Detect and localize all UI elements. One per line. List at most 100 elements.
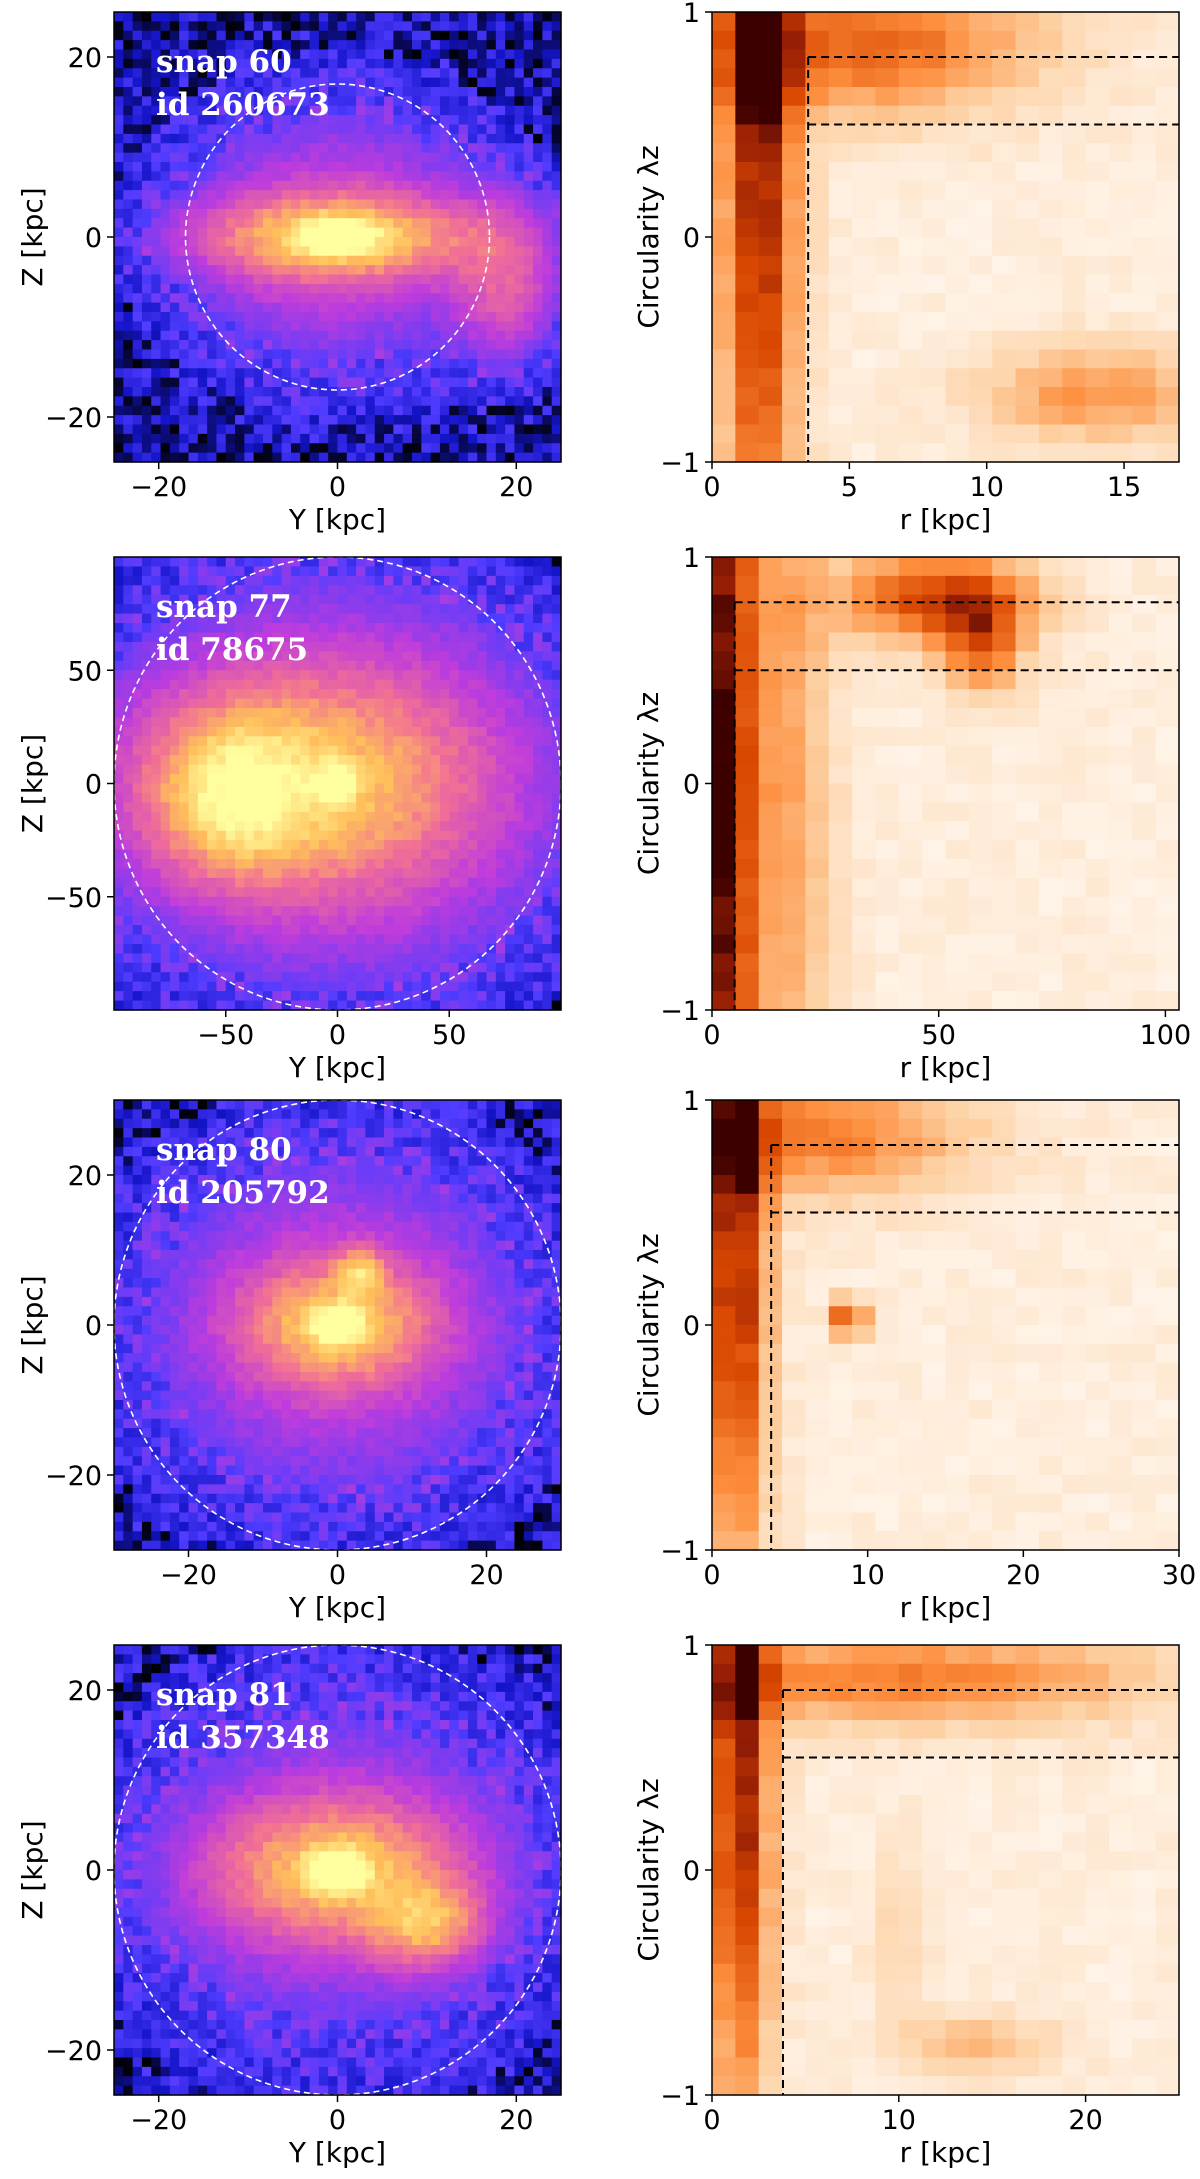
heatmap-cell xyxy=(542,859,553,870)
heatmap-cell xyxy=(374,77,385,88)
heatmap-cell xyxy=(328,387,339,397)
heatmap-cell xyxy=(712,143,736,163)
x-axis-label: r [kpc] xyxy=(900,503,992,536)
heatmap-cell xyxy=(467,40,478,51)
heatmap-cell xyxy=(505,604,516,615)
heatmap-cell xyxy=(486,87,497,97)
heatmap-cell xyxy=(318,915,329,926)
heatmap-cell xyxy=(225,330,236,341)
heatmap-cell xyxy=(114,87,124,97)
heatmap-cell xyxy=(514,87,525,97)
heatmap-cell xyxy=(449,670,460,681)
heatmap-cell xyxy=(197,30,208,41)
heatmap-cell xyxy=(467,312,478,322)
heatmap-cell xyxy=(188,660,199,671)
heatmap-cell xyxy=(782,87,806,107)
heatmap-cell xyxy=(758,312,783,332)
heatmap-cell xyxy=(514,96,525,107)
heatmap-cell xyxy=(272,143,283,154)
heatmap-cell xyxy=(141,792,152,803)
heatmap-cell xyxy=(188,717,199,728)
heatmap-cell xyxy=(412,405,422,416)
heatmap-cell xyxy=(1085,68,1110,88)
heatmap-cell xyxy=(1062,387,1087,407)
heatmap-cell xyxy=(253,717,264,728)
heatmap-cell xyxy=(922,424,947,444)
heatmap-cell xyxy=(374,133,385,144)
heatmap-cell xyxy=(356,830,367,841)
heatmap-cell xyxy=(300,736,311,747)
heatmap-cell xyxy=(244,152,255,163)
heatmap-cell xyxy=(374,190,385,201)
heatmap-cell xyxy=(505,218,516,229)
heatmap-cell xyxy=(114,557,124,568)
heatmap-cell xyxy=(328,726,339,737)
heatmap-cell xyxy=(393,906,404,917)
heatmap-cell xyxy=(346,283,357,294)
heatmap-cell xyxy=(439,679,450,690)
heatmap-cell xyxy=(235,124,245,135)
heatmap-cell xyxy=(328,443,339,454)
heatmap-cell xyxy=(551,915,562,926)
heatmap-cell xyxy=(328,49,339,60)
heatmap-cell xyxy=(551,349,562,360)
heatmap-cell xyxy=(430,868,441,879)
heatmap-cell xyxy=(141,585,152,596)
heatmap-cell xyxy=(523,953,534,964)
heatmap-cell xyxy=(365,12,376,22)
heatmap-cell xyxy=(412,943,422,954)
heatmap-cell xyxy=(477,783,488,794)
heatmap-cell xyxy=(439,358,450,369)
heatmap-cell xyxy=(523,623,534,634)
heatmap-cell xyxy=(281,887,292,898)
heatmap-cell xyxy=(263,557,273,568)
heatmap-cell xyxy=(309,387,320,397)
heatmap-cell xyxy=(318,40,329,51)
heatmap-cell xyxy=(272,293,283,304)
heatmap-cell xyxy=(412,368,422,379)
heatmap-cell xyxy=(235,925,245,936)
heatmap-cell xyxy=(244,792,255,803)
heatmap-cell xyxy=(365,368,376,379)
heatmap-cell xyxy=(253,349,264,360)
heatmap-cell xyxy=(712,30,736,51)
heatmap-cell xyxy=(207,557,218,568)
heatmap-cell xyxy=(169,424,180,435)
heatmap-cell xyxy=(337,651,348,662)
heatmap-cell xyxy=(458,283,469,294)
heatmap-cell xyxy=(384,21,394,32)
heatmap-cell xyxy=(477,302,488,313)
heatmap-cell xyxy=(402,717,413,728)
heatmap-cell xyxy=(735,330,760,351)
heatmap-cell xyxy=(439,330,450,341)
heatmap-cell xyxy=(384,670,394,681)
heatmap-cell xyxy=(318,670,329,681)
heatmap-cell xyxy=(356,849,367,860)
heatmap-cell xyxy=(523,830,534,841)
heatmap-cell xyxy=(374,962,385,973)
heatmap-cell xyxy=(393,689,404,700)
heatmap-cell xyxy=(141,302,152,313)
heatmap-cell xyxy=(337,302,348,313)
heatmap-cell xyxy=(758,349,783,369)
heatmap-cell xyxy=(281,396,292,407)
heatmap-cell xyxy=(272,840,283,851)
heatmap-cell xyxy=(393,830,404,841)
heatmap-cell xyxy=(551,575,562,586)
heatmap-cell xyxy=(337,962,348,973)
heatmap-cell xyxy=(805,180,830,201)
heatmap-cell xyxy=(318,755,329,766)
heatmap-cell xyxy=(514,265,525,276)
heatmap-cell xyxy=(384,115,394,126)
heatmap-cell xyxy=(495,321,506,332)
heatmap-cell xyxy=(160,802,171,813)
heatmap-cell xyxy=(272,698,283,709)
heatmap-cell xyxy=(505,943,516,954)
heatmap-cell xyxy=(300,30,311,41)
heatmap-cell xyxy=(551,218,562,229)
heatmap-cell xyxy=(486,792,497,803)
heatmap-cell xyxy=(1132,12,1157,32)
heatmap-cell xyxy=(505,575,516,586)
heatmap-cell xyxy=(356,30,367,41)
heatmap-cell xyxy=(123,632,134,643)
